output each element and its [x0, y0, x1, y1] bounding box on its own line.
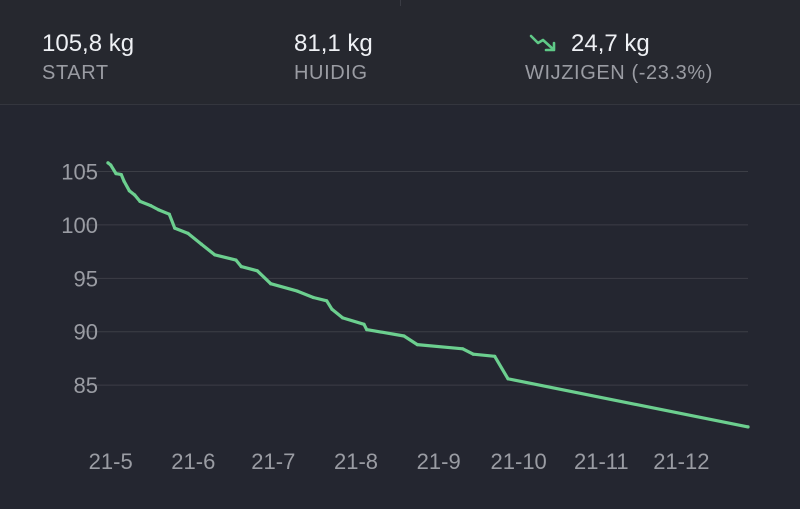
- data-point: [157, 208, 161, 212]
- data-point: [471, 352, 475, 356]
- data-point: [167, 212, 171, 216]
- x-tick-label-21-6: 21-6: [171, 449, 215, 474]
- x-tick-label-21-7: 21-7: [251, 449, 295, 474]
- y-tick-label-90: 90: [74, 320, 98, 345]
- data-point: [133, 193, 137, 197]
- data-point: [119, 173, 123, 177]
- data-point: [362, 322, 366, 326]
- x-tick-label-21-10: 21-10: [491, 449, 547, 474]
- y-axis-ticks: 85 90 95 100 105: [61, 159, 98, 398]
- change-label: WIJZIGEN (-23.3%): [525, 62, 713, 84]
- data-point: [122, 179, 126, 183]
- x-tick-label-21-11: 21-11: [574, 449, 629, 474]
- current-stat: 81,1 kg HUIDIG: [294, 30, 373, 85]
- x-axis-ticks: 21-5 21-6 21-7 21-8 21-9 21-10 21-11 21-12: [89, 449, 710, 474]
- data-point: [330, 307, 334, 311]
- data-point: [138, 199, 142, 203]
- change-value: 24,7 kg: [571, 30, 650, 57]
- data-point: [234, 258, 238, 262]
- data-point: [186, 231, 190, 235]
- data-point: [127, 189, 131, 193]
- data-point: [255, 269, 259, 273]
- x-tick-label-21-12: 21-12: [653, 449, 709, 474]
- data-point: [325, 299, 329, 303]
- data-point: [106, 161, 110, 165]
- y-tick-label-105: 105: [61, 159, 98, 184]
- data-point: [114, 172, 118, 176]
- data-point: [173, 226, 177, 230]
- weight-series-line: [106, 161, 750, 429]
- data-point: [402, 334, 406, 338]
- y-tick-label-95: 95: [74, 266, 98, 291]
- series-layer: [106, 161, 750, 429]
- y-tick-label-85: 85: [74, 373, 98, 398]
- data-point: [746, 425, 750, 429]
- start-value: 105,8 kg: [42, 30, 135, 57]
- data-point: [269, 282, 273, 286]
- data-point: [365, 328, 369, 332]
- data-point: [213, 253, 217, 257]
- start-stat: 105,8 kg START: [42, 30, 134, 85]
- x-tick-label-21-8: 21-8: [334, 449, 378, 474]
- trend-down-icon: [529, 34, 556, 52]
- x-tick-label-21-9: 21-9: [417, 449, 461, 474]
- weight-chart: 85 90 95 100 105 21-5 21-6 21-7 21-8 21-9 21-10 21…: [0, 105, 800, 509]
- data-point: [493, 354, 497, 358]
- x-tick-label-21-5: 21-5: [89, 449, 133, 474]
- current-label: HUIDIG: [294, 62, 368, 84]
- stats-header: 105,8 kg START 81,1 kg HUIDIG 24,7 kg WI…: [0, 0, 800, 105]
- grid-lines: [84, 170, 748, 386]
- data-point: [506, 377, 510, 381]
- data-point: [295, 289, 299, 293]
- data-point: [149, 204, 153, 208]
- current-value: 81,1 kg: [294, 30, 373, 57]
- data-point: [341, 316, 345, 320]
- data-point: [109, 163, 113, 167]
- top-divider: [400, 0, 401, 6]
- change-value-row: 24,7 kg: [525, 30, 713, 58]
- data-point: [415, 343, 419, 347]
- start-label: START: [42, 62, 109, 84]
- change-stat: 24,7 kg WIJZIGEN (-23.3%): [525, 30, 713, 85]
- data-point: [239, 265, 243, 269]
- data-point: [461, 347, 465, 351]
- data-point: [199, 242, 203, 246]
- data-point: [311, 295, 315, 300]
- y-tick-label-100: 100: [61, 213, 98, 238]
